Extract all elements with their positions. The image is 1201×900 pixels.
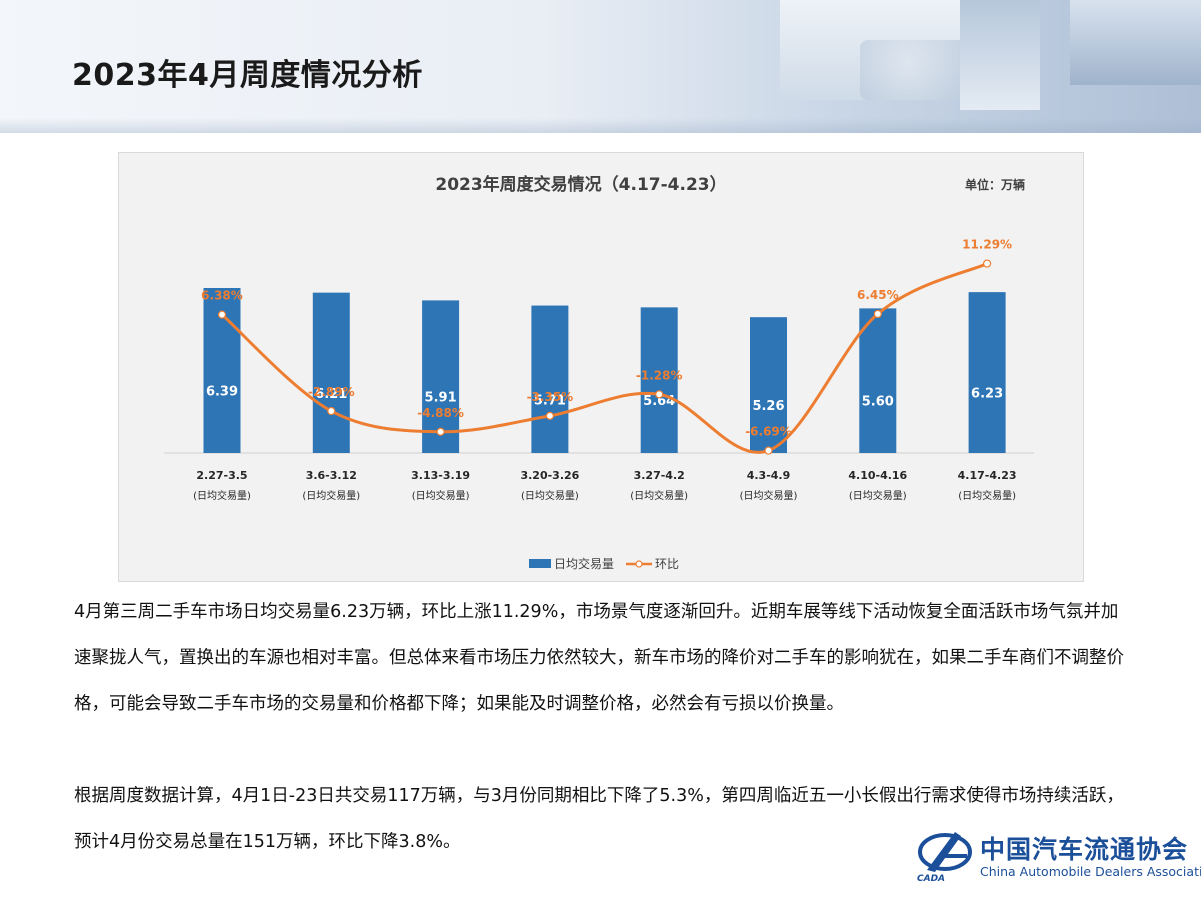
line-point-mom <box>873 309 882 319</box>
cada-logo: CADA 中国汽车流通协会 China Automobile Dealers A… <box>915 826 1201 890</box>
x-tick-sublabel: (日均交易量) <box>412 489 470 502</box>
x-tick-label: 3.6-3.12 <box>306 469 357 482</box>
bar-value-label: 6.23 <box>971 387 1003 402</box>
x-tick-label: 4.17-4.23 <box>958 469 1017 482</box>
line-point-mom <box>545 411 554 420</box>
bar-value-label: 5.60 <box>862 395 894 410</box>
x-tick-label: 4.3-4.9 <box>747 469 791 482</box>
bar-daily-volume <box>531 305 569 453</box>
line-point-mom <box>436 427 445 436</box>
line-value-label: 11.29% <box>962 238 1012 252</box>
line-point-mom <box>655 390 664 399</box>
bar-value-label: 5.26 <box>752 399 784 414</box>
bar-value-label: 6.39 <box>206 385 238 400</box>
line-point-mom <box>982 259 992 268</box>
line-value-label: -4.88% <box>417 406 464 420</box>
x-tick-label: 3.13-3.19 <box>411 469 470 482</box>
line-point-mom <box>327 406 336 416</box>
x-tick-sublabel: (日均交易量) <box>958 489 1016 502</box>
bar-value-label: 5.71 <box>534 393 566 408</box>
legend-swatch-bar <box>529 559 551 568</box>
bar-daily-volume <box>968 292 1006 453</box>
legend-label-bar: 日均交易量 <box>554 556 614 571</box>
logo-name-cn: 中国汽车流通协会 <box>980 835 1189 864</box>
chart-container: 2023年周度交易情况（4.17-4.23） 单位：万辆 6.39 2.27-3.5 (… <box>118 152 1084 582</box>
line-value-label: -3.35% <box>527 390 574 404</box>
logo-abbreviation: CADA <box>917 874 946 884</box>
x-tick-sublabel: (日均交易量) <box>521 489 579 502</box>
x-tick-sublabel: (日均交易量) <box>630 489 688 502</box>
bar-daily-volume <box>859 308 897 453</box>
line-value-label: -1.28% <box>636 368 683 382</box>
weekly-trade-chart: 2023年周度交易情况（4.17-4.23） 单位：万辆 6.39 2.27-3.5 (… <box>164 174 1034 571</box>
bar-daily-volume <box>750 317 787 453</box>
line-value-label: -6.69% <box>745 425 792 439</box>
line-point-mom <box>764 446 773 455</box>
header-banner: 2023年4月周度情况分析 <box>0 0 1201 133</box>
bar-value-label: 5.91 <box>425 391 457 406</box>
logo-name-en: China Automobile Dealers Association <box>980 864 1201 879</box>
x-tick-label: 3.27-4.2 <box>634 469 685 482</box>
line-point-mom <box>217 310 227 319</box>
legend-label-line: 环比 <box>655 557 679 571</box>
bar-daily-volume <box>422 300 460 453</box>
line-value-label: 6.45% <box>857 288 899 302</box>
x-tick-sublabel: (日均交易量) <box>849 489 907 502</box>
legend-marker-line <box>635 560 643 568</box>
line-value-label: -2.89% <box>308 385 355 399</box>
bar-daily-volume <box>640 307 678 453</box>
chart-title: 2023年周度交易情况（4.17-4.23） <box>435 174 726 195</box>
analysis-paragraph: 4月第三周二手车市场日均交易量6.23万辆，环比上涨11.29%，市场景气度逐渐… <box>74 602 1124 714</box>
bar-daily-volume <box>312 292 350 453</box>
banner-shadow <box>0 118 1201 133</box>
x-tick-sublabel: (日均交易量) <box>302 489 360 502</box>
x-tick-label: 4.10-4.16 <box>848 469 907 482</box>
cada-emblem-icon <box>918 832 972 872</box>
x-tick-label: 2.27-3.5 <box>196 469 247 482</box>
page-title: 2023年4月周度情况分析 <box>72 58 423 93</box>
banner-decoration <box>960 0 1040 110</box>
x-tick-label: 3.20-3.26 <box>520 469 579 482</box>
chart-unit-label: 单位：万辆 <box>965 177 1025 192</box>
line-mom-change <box>221 262 988 454</box>
analysis-paragraph: 根据周度数据计算，4月1日-23日共交易117万辆，与3月份同期相比下降了5.3… <box>74 786 1124 852</box>
x-tick-sublabel: (日均交易量) <box>740 489 798 502</box>
bar-value-label: 6.21 <box>315 387 347 402</box>
line-value-label: 6.38% <box>201 289 243 303</box>
x-tick-sublabel: (日均交易量) <box>193 489 251 502</box>
banner-decoration <box>1070 0 1201 85</box>
